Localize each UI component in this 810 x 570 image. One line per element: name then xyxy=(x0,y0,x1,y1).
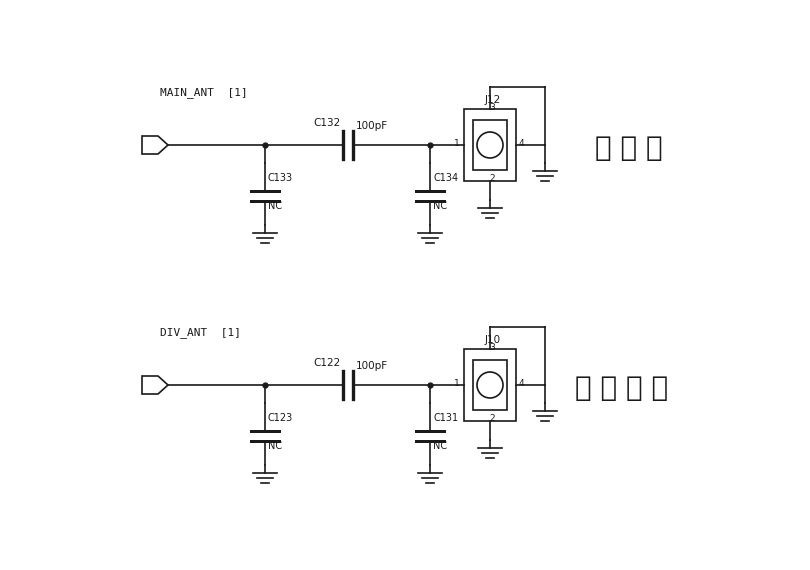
Text: 3: 3 xyxy=(489,103,495,112)
Text: C122: C122 xyxy=(313,358,340,368)
Text: 2: 2 xyxy=(489,174,495,183)
Text: DIV_ANT  [1]: DIV_ANT [1] xyxy=(160,327,241,338)
Bar xyxy=(464,109,516,181)
Text: 1: 1 xyxy=(454,139,460,148)
Text: 100pF: 100pF xyxy=(356,121,388,131)
Bar xyxy=(473,120,507,170)
Text: NC: NC xyxy=(268,441,282,451)
Text: NC: NC xyxy=(268,201,282,211)
Text: 1: 1 xyxy=(454,378,460,388)
Text: J12: J12 xyxy=(485,95,501,105)
Text: 4: 4 xyxy=(518,139,524,148)
Text: C133: C133 xyxy=(268,173,293,183)
Text: C131: C131 xyxy=(433,413,458,423)
Text: C132: C132 xyxy=(313,118,340,128)
Text: NC: NC xyxy=(433,201,447,211)
Text: C123: C123 xyxy=(268,413,293,423)
Bar xyxy=(473,360,507,410)
Text: NC: NC xyxy=(433,441,447,451)
Text: 100pF: 100pF xyxy=(356,361,388,371)
Text: 3: 3 xyxy=(489,343,495,352)
Text: J10: J10 xyxy=(485,335,501,345)
Text: 主 天 线: 主 天 线 xyxy=(595,134,663,162)
Text: 分 集 天 线: 分 集 天 线 xyxy=(575,374,668,402)
Text: 2: 2 xyxy=(489,414,495,423)
Text: MAIN_ANT  [1]: MAIN_ANT [1] xyxy=(160,87,248,98)
Text: 4: 4 xyxy=(518,378,524,388)
Bar xyxy=(464,349,516,421)
Text: C134: C134 xyxy=(433,173,458,183)
